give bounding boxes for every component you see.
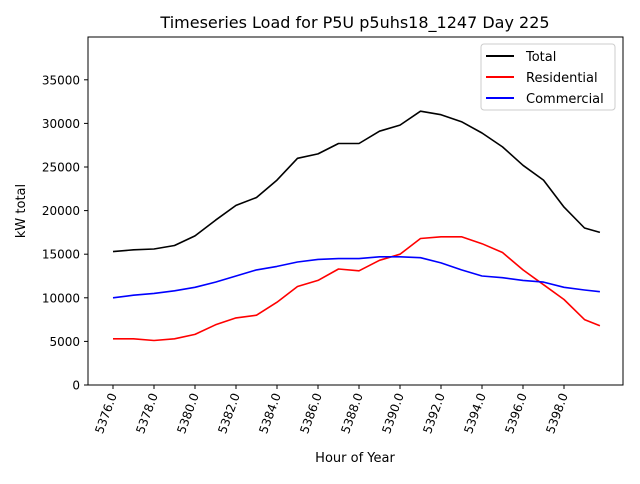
x-tick-label: 5384.0	[256, 391, 284, 435]
x-tick-label: 5396.0	[502, 391, 530, 435]
x-tick-label: 5380.0	[174, 391, 202, 435]
y-axis-label: kW total	[14, 184, 29, 238]
chart-title: Timeseries Load for P5U p5uhs18_1247 Day…	[159, 13, 549, 33]
y-tick-label: 10000	[42, 291, 80, 305]
x-axis-label: Hour of Year	[315, 451, 395, 466]
x-tick-label: 5390.0	[379, 391, 407, 435]
y-tick-label: 5000	[49, 335, 80, 349]
series-line-commercial	[112, 255, 600, 299]
legend-label-residential: Residential	[526, 71, 598, 86]
y-tick-label: 20000	[42, 204, 80, 218]
y-tick-label: 35000	[42, 73, 80, 87]
series-line-total	[112, 110, 601, 253]
x-tick-label: 5392.0	[420, 391, 448, 435]
x-tick-label: 5386.0	[297, 391, 325, 435]
legend-label-commercial: Commercial	[526, 92, 604, 107]
x-tick-label: 5398.0	[543, 391, 571, 435]
y-tick-label: 30000	[42, 117, 80, 131]
x-tick-label: 5376.0	[92, 391, 120, 435]
x-tick-label: 5378.0	[133, 391, 161, 435]
legend: Total Residential Commercial	[480, 43, 616, 111]
x-tick-label: 5394.0	[461, 391, 489, 435]
x-tick-label: 5388.0	[338, 391, 366, 435]
series-line-residential	[113, 236, 601, 342]
y-tick-label: 25000	[42, 161, 80, 175]
legend-label-total: Total	[525, 50, 556, 65]
y-tick-label: 15000	[42, 248, 80, 262]
y-tick-label: 0	[72, 379, 80, 393]
x-tick-label: 5382.0	[215, 391, 243, 435]
